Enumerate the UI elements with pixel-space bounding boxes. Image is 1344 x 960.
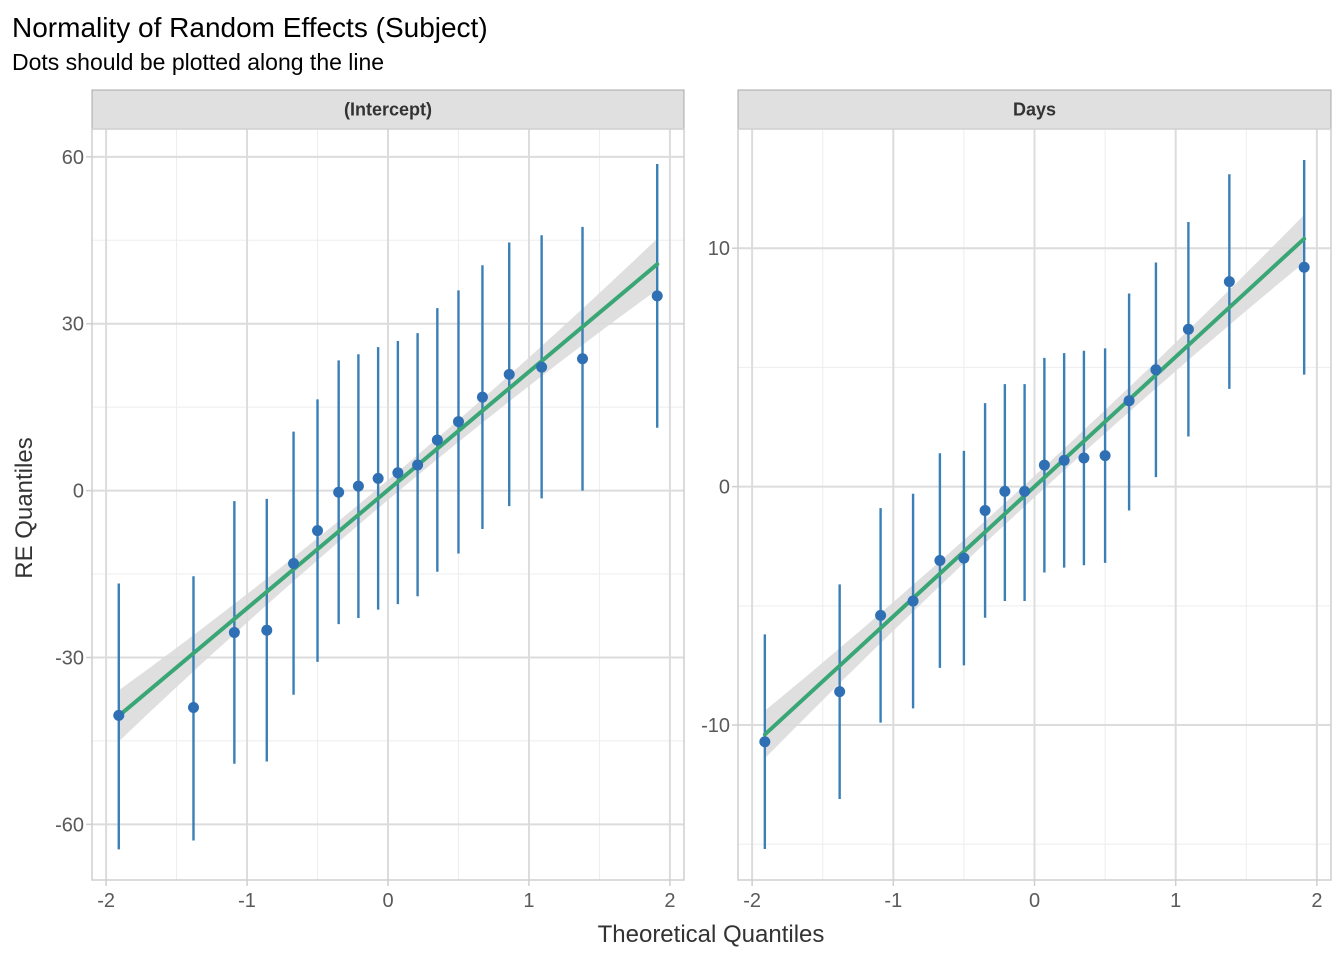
x-tick-label: 1 — [1170, 890, 1181, 912]
x-tick-label: -2 — [743, 890, 761, 912]
y-tick-label: 10 — [708, 238, 730, 260]
chart-subtitle: Dots should be plotted along the line — [12, 49, 384, 75]
data-point — [759, 736, 771, 748]
fit-line — [762, 236, 1307, 737]
data-point — [1182, 323, 1194, 335]
data-point — [412, 459, 424, 471]
data-point — [1223, 276, 1235, 288]
data-point — [187, 702, 199, 714]
data-point — [1019, 485, 1031, 497]
data-point — [979, 504, 991, 516]
x-tick-label: -1 — [238, 890, 256, 912]
data-point — [476, 391, 488, 403]
data-point — [1078, 452, 1090, 464]
panel-intercept: (Intercept) -2 -1 0 1 2 -60 -30 0 30 60 — [55, 89, 685, 912]
data-point — [431, 434, 443, 446]
y-tick-label: -10 — [701, 715, 730, 737]
x-axis-title: Theoretical Quantiles — [598, 921, 825, 948]
x-tick-label: -2 — [97, 890, 115, 912]
y-tick-label: 0 — [719, 477, 730, 499]
data-point — [999, 485, 1011, 497]
y-axis-title: RE Quantiles — [11, 437, 38, 578]
y-tick-label: -30 — [55, 647, 84, 669]
y-tick-label: 0 — [73, 481, 84, 503]
facet-strip-label: Days — [1013, 100, 1056, 120]
x-tick-label: -1 — [884, 890, 902, 912]
data-point — [503, 368, 515, 380]
x-tick-label: 2 — [1311, 890, 1322, 912]
data-point — [577, 353, 589, 365]
data-point — [228, 626, 240, 638]
x-tick-label: 0 — [1029, 890, 1040, 912]
data-point — [372, 472, 384, 484]
x-tick-label: 1 — [523, 890, 534, 912]
data-point — [536, 361, 548, 373]
data-point — [934, 555, 946, 567]
data-point — [352, 480, 364, 492]
data-point — [834, 686, 846, 698]
data-point — [1058, 454, 1070, 466]
y-tick-label: 60 — [62, 147, 84, 169]
facet-strip — [737, 89, 1332, 130]
data-point — [907, 595, 919, 607]
data-point — [288, 557, 300, 569]
data-point — [958, 552, 970, 564]
data-point — [392, 467, 404, 479]
data-point — [261, 624, 273, 636]
data-point — [1038, 459, 1050, 471]
data-point — [1150, 364, 1162, 376]
data-point — [1298, 261, 1310, 273]
data-point — [333, 486, 345, 498]
facet-strip — [91, 89, 685, 130]
fit-line — [116, 262, 660, 718]
chart-title: Normality of Random Effects (Subject) — [12, 12, 488, 43]
data-point — [651, 290, 663, 302]
x-tick-label: 0 — [382, 890, 393, 912]
y-tick-label: -60 — [55, 814, 84, 836]
data-point — [1123, 395, 1135, 407]
x-tick-label: 2 — [664, 890, 675, 912]
data-point — [1099, 450, 1111, 462]
data-point — [312, 525, 324, 537]
data-point — [452, 416, 464, 428]
data-point — [875, 609, 887, 621]
y-tick-label: 30 — [62, 314, 84, 336]
data-point — [113, 709, 125, 721]
facet-strip-label: (Intercept) — [344, 100, 432, 120]
